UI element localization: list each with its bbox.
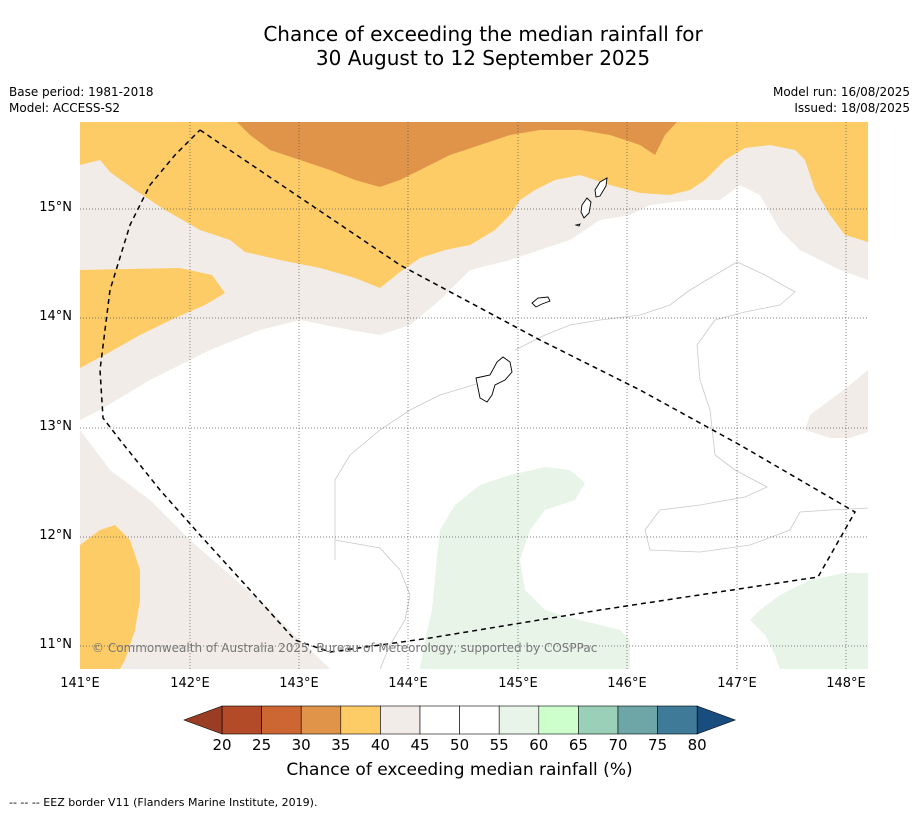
colorbar-segment bbox=[459, 705, 500, 735]
meta-left: Base period: 1981-2018 Model: ACCESS-S2 bbox=[9, 84, 154, 116]
model-run: Model run: 16/08/2025 bbox=[772, 85, 910, 99]
region-45-50-east bbox=[805, 370, 868, 438]
island-tinian bbox=[580, 197, 592, 219]
y-tick-14n: 14°N bbox=[39, 309, 72, 324]
colorbar-label: Chance of exceeding median rainfall (%) bbox=[286, 760, 633, 780]
region-35-40-southwest bbox=[80, 525, 140, 669]
colorbar-tick-label: 70 bbox=[608, 736, 628, 754]
colorbar-segment bbox=[340, 705, 381, 735]
colorbar-segment bbox=[261, 705, 302, 735]
grid-lines bbox=[80, 122, 868, 669]
contour-line-50-c bbox=[514, 261, 868, 553]
title-line-1: Chance of exceeding the median rainfall … bbox=[263, 22, 703, 46]
colorbar-tick-label: 55 bbox=[489, 736, 509, 754]
base-period: Base period: 1981-2018 bbox=[9, 85, 154, 99]
colorbar-segment bbox=[221, 705, 262, 735]
colorbar-segment bbox=[657, 705, 698, 735]
eez-footnote: -- -- -- EEZ border V11 (Flanders Marine… bbox=[9, 796, 318, 809]
x-tick-146: 146°E bbox=[607, 676, 647, 691]
y-tick-13n: 13°N bbox=[39, 419, 72, 434]
colorbar bbox=[183, 705, 737, 735]
y-tick-11n: 11°N bbox=[39, 637, 72, 652]
colorbar-segment bbox=[617, 705, 658, 735]
island-rota bbox=[531, 296, 551, 308]
colorbar-segment bbox=[380, 705, 421, 735]
issued-date: Issued: 18/08/2025 bbox=[794, 101, 910, 115]
meta-right: Model run: 16/08/2025 Issued: 18/08/2025 bbox=[773, 84, 910, 116]
colorbar-segment bbox=[578, 705, 619, 735]
colorbar-over-arrow bbox=[696, 705, 737, 735]
colorbar-segment bbox=[300, 705, 342, 735]
islands bbox=[475, 177, 608, 403]
title-line-2: 30 August to 12 September 2025 bbox=[315, 46, 651, 70]
colorbar-tick-label: 65 bbox=[568, 736, 588, 754]
colorbar-segment bbox=[498, 705, 540, 735]
colorbar-segment bbox=[419, 705, 460, 735]
colorbar-tick-label: 35 bbox=[331, 736, 351, 754]
colorbar-tick-label: 45 bbox=[410, 736, 430, 754]
colorbar-tick-label: 60 bbox=[529, 736, 549, 754]
colorbar-tick-label: 20 bbox=[212, 736, 232, 754]
island-saipan bbox=[594, 177, 608, 198]
y-tick-12n: 12°N bbox=[39, 528, 72, 543]
contour-line-50-a bbox=[334, 379, 501, 560]
x-tick-144: 144°E bbox=[388, 676, 428, 691]
colorbar-segment bbox=[538, 705, 579, 735]
map-title: Chance of exceeding the median rainfall … bbox=[0, 22, 919, 70]
region-55-60-southeast bbox=[750, 573, 868, 669]
x-tick-145: 145°E bbox=[498, 676, 538, 691]
colorbar-tick-label: 25 bbox=[252, 736, 272, 754]
x-tick-148: 148°E bbox=[826, 676, 866, 691]
colorbar-tick-label: 75 bbox=[648, 736, 668, 754]
region-55-60-south bbox=[420, 467, 630, 669]
island-aguijan bbox=[574, 223, 581, 227]
eez-border bbox=[99, 129, 857, 653]
colorbar-tick-label: 30 bbox=[291, 736, 311, 754]
x-tick-142: 142°E bbox=[170, 676, 210, 691]
x-tick-141: 141°E bbox=[60, 676, 100, 691]
colorbar-under-arrow bbox=[183, 705, 223, 735]
model-name: Model: ACCESS-S2 bbox=[9, 101, 121, 115]
x-tick-143: 143°E bbox=[279, 676, 319, 691]
region-30-35-north bbox=[237, 122, 677, 187]
y-tick-15n: 15°N bbox=[39, 200, 72, 215]
colorbar-tick-label: 50 bbox=[450, 736, 470, 754]
region-35-40-north bbox=[80, 122, 868, 288]
colorbar-tick-label: 40 bbox=[370, 736, 390, 754]
map-area bbox=[80, 122, 868, 669]
colorbar-tick-label: 80 bbox=[687, 736, 707, 754]
island-guam bbox=[475, 356, 513, 403]
contour-line-50-b bbox=[334, 539, 411, 669]
x-tick-147: 147°E bbox=[717, 676, 757, 691]
copyright-text: © Commonwealth of Australia 2025, Bureau… bbox=[92, 641, 598, 655]
